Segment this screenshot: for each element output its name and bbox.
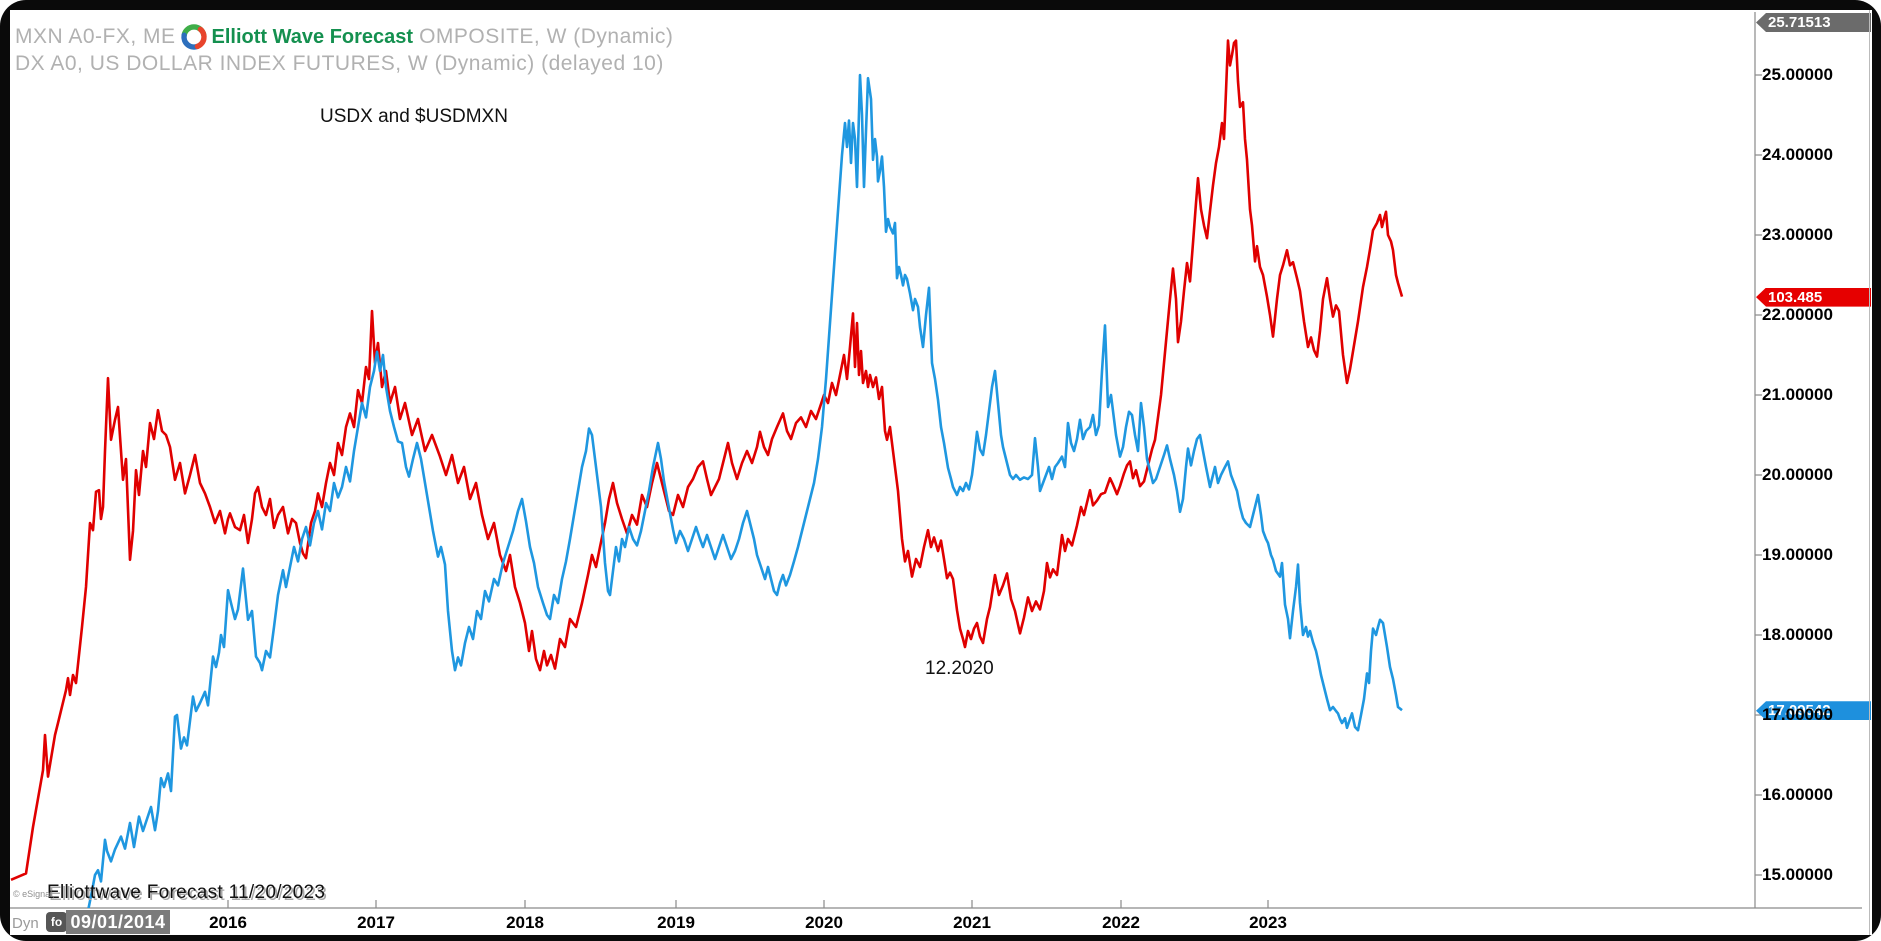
y-axis-label: 24.00000	[1762, 145, 1833, 164]
y-axis-label: 18.00000	[1762, 625, 1833, 644]
series-usdx	[10, 39, 1404, 881]
brand-watermark: Elliott Wave Forecast	[211, 25, 414, 48]
x-axis-label: 2019	[657, 913, 695, 932]
esignal-copyright: © eSignal,	[13, 889, 55, 899]
scale-right-border	[1869, 10, 1870, 935]
lock-icon[interactable]: fo	[46, 912, 67, 932]
symbol-text: MXN A0-FX, ME	[15, 25, 176, 48]
annotation-12-2020: 12.2020	[925, 658, 994, 679]
x-axis-label: 2018	[506, 913, 544, 932]
symbol-text-suffix: OMPOSITE, W (Dynamic)	[419, 25, 674, 48]
symbol-header-line2: DX A0, US DOLLAR INDEX FUTURES, W (Dynam…	[15, 52, 664, 75]
dyn-label: Dyn	[12, 915, 39, 932]
x-axis-label: 2021	[953, 913, 991, 932]
chart-area: MXN A0-FX, ME Elliott Wave Forecast OMPO…	[10, 10, 1872, 935]
x-axis-label: 2017	[357, 913, 395, 932]
y-axis-label: 19.00000	[1762, 545, 1833, 564]
time-scale[interactable]: 2016 2017 2018 2019 2020 2021 2022 2023	[10, 908, 1755, 935]
elliott-wave-logo-icon	[180, 24, 207, 50]
y-axis-label: 21.00000	[1762, 385, 1833, 404]
x-axis-label: 2023	[1249, 913, 1287, 932]
y-axis-label: 22.00000	[1762, 305, 1833, 324]
scale-high-badge: 25.71513	[1756, 13, 1871, 32]
y-axis-label: 25.00000	[1762, 65, 1833, 84]
start-date-badge[interactable]: 09/01/2014	[66, 910, 170, 934]
x-axis-label: 2020	[805, 913, 843, 932]
y-axis-label: 16.00000	[1762, 785, 1833, 804]
red-last-price-badge: 103.485	[1756, 287, 1871, 307]
y-axis-label: 23.00000	[1762, 225, 1833, 244]
blue-last-price-badge: 17.09542	[1756, 701, 1871, 721]
watermark-text: Elliottwave Forecast 11/20/2023	[47, 882, 326, 903]
symbol-header: MXN A0-FX, ME Elliott Wave Forecast OMPO…	[15, 23, 673, 51]
x-axis-label: 2022	[1102, 913, 1140, 932]
y-axis-label: 15.00000	[1762, 865, 1833, 884]
series-usdmxn	[87, 73, 1403, 908]
x-axis-label: 2016	[209, 913, 247, 932]
y-axis-label: 17.00000	[1762, 705, 1833, 724]
y-axis-label: 20.00000	[1762, 465, 1833, 484]
price-scale[interactable]: 25.71513 103.485 17.09542 15.00000 16.000…	[1755, 10, 1872, 935]
chart-canvas[interactable]	[10, 10, 1872, 935]
chart-title: USDX and $USDMXN	[320, 106, 508, 127]
